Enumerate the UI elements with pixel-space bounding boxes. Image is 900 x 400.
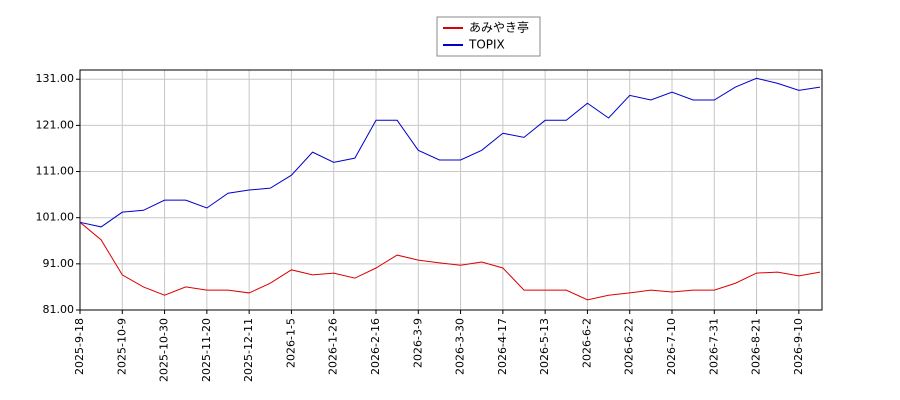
- y-tick-label: 91.00: [43, 257, 75, 270]
- legend-label: TOPIX: [468, 38, 505, 52]
- x-tick-label: 2025-10-9: [115, 318, 128, 375]
- y-tick-label: 121.00: [36, 118, 75, 131]
- x-tick-label: 2026-6-2: [580, 318, 593, 368]
- y-tick-label: 81.00: [43, 303, 75, 316]
- x-tick-label: 2026-3-9: [411, 318, 424, 368]
- x-tick-label: 2026-8-21: [750, 318, 763, 375]
- x-tick-label: 2026-2-16: [369, 318, 382, 375]
- x-tick-label: 2026-4-17: [496, 318, 509, 375]
- x-tick-label: 2025-12-11: [242, 318, 255, 382]
- series-line: [79, 221, 821, 301]
- legend-box: [436, 16, 541, 57]
- x-tick-label: 2026-7-31: [707, 318, 720, 375]
- x-tick-label: 2026-7-10: [665, 318, 678, 375]
- y-tick-label: 131.00: [36, 72, 75, 85]
- x-tick-label: 2026-6-22: [623, 318, 636, 375]
- x-tick-label: 2026-9-10: [792, 318, 805, 375]
- series-line: [79, 77, 821, 228]
- x-tick-label: 2025-9-18: [73, 318, 86, 375]
- x-tick-label: 2026-1-26: [327, 318, 340, 375]
- x-tick-label: 2026-3-30: [454, 318, 467, 375]
- x-tick-label: 2026-1-5: [284, 318, 297, 368]
- legend-label: あみやき亭: [469, 20, 529, 35]
- y-tick-label: 111.00: [36, 165, 75, 178]
- x-tick-label: 2026-5-13: [538, 318, 551, 375]
- plot-frame: [79, 69, 823, 311]
- y-tick-label: 101.00: [36, 211, 75, 224]
- x-tick-label: 2025-11-20: [200, 318, 213, 382]
- x-tick-label: 2025-10-30: [158, 318, 171, 382]
